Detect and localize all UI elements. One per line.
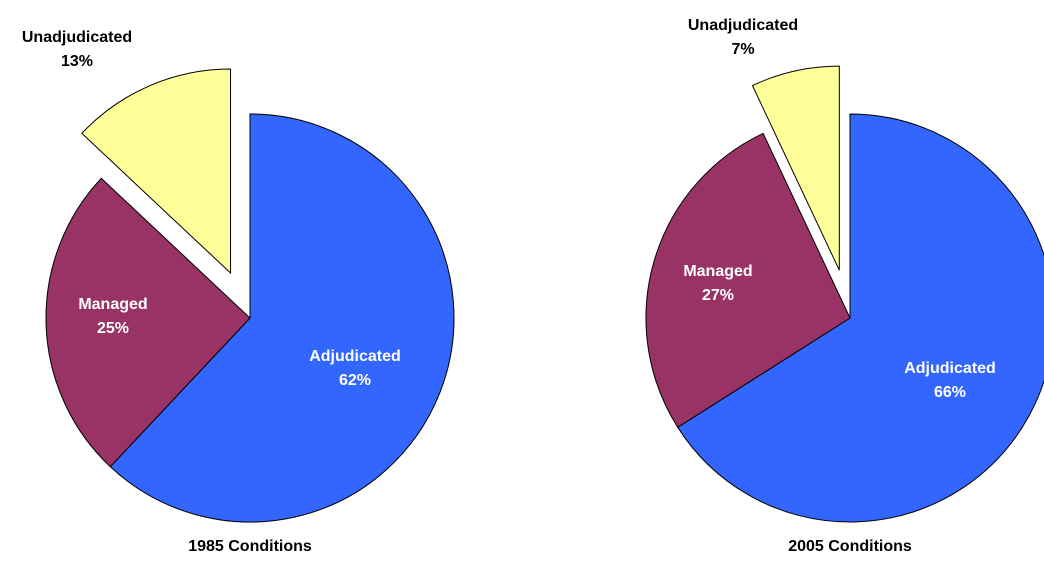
slice-label: Managed — [683, 263, 752, 280]
slice-value-label: 62% — [339, 372, 371, 389]
slice-label: Unadjudicated — [22, 29, 132, 46]
chart-title: 1985 Conditions — [188, 538, 312, 555]
slice-value-label: 7% — [731, 41, 754, 58]
pie-slice — [81, 68, 232, 275]
slice-label: Managed — [78, 296, 147, 313]
pie-slice — [109, 113, 455, 523]
pie-slice — [751, 65, 840, 271]
pie-slice — [45, 177, 251, 468]
pie-slice — [645, 132, 851, 428]
slice-value-label: 27% — [702, 287, 734, 304]
pie-slice — [677, 113, 1044, 523]
slice-label: Unadjudicated — [688, 17, 798, 34]
slice-value-label: 13% — [61, 53, 93, 70]
slice-value-label: 25% — [97, 320, 129, 337]
slice-label: Adjudicated — [904, 360, 996, 377]
slice-label: Adjudicated — [309, 348, 401, 365]
slice-value-label: 66% — [934, 384, 966, 401]
chart-title: 2005 Conditions — [788, 538, 912, 555]
